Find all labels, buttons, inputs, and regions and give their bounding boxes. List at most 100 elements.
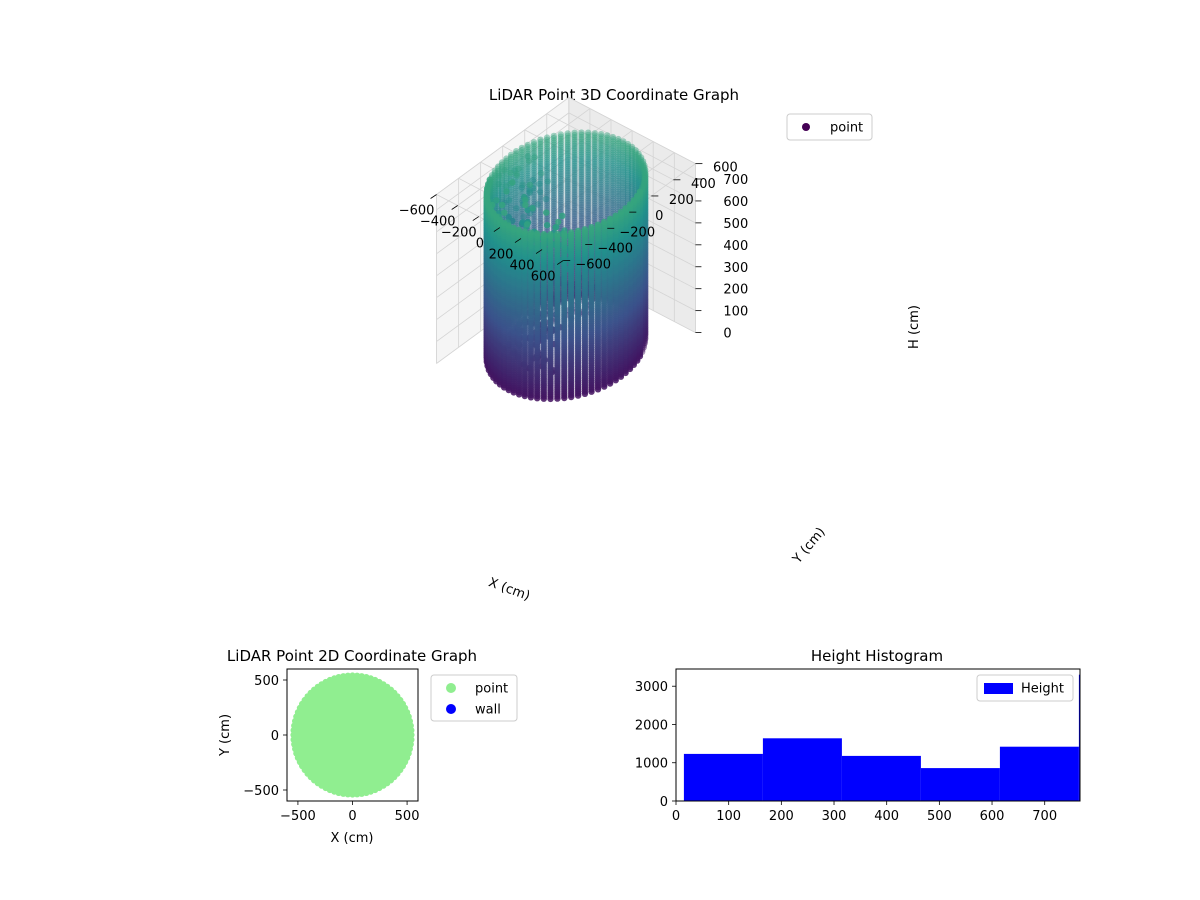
data-point-3d [604,193,611,201]
data-point-3d [571,160,578,167]
data-point-3d [624,162,632,170]
data-point-3d [597,188,605,195]
data-point-3d [550,202,558,210]
data-point-3d [578,173,585,180]
data-point-3d [591,182,598,190]
data-point-3d [604,200,611,207]
data-point-3d [543,200,551,207]
data-point-3d [628,185,636,192]
data-point-3d [591,191,598,198]
data-point-3d [609,195,617,202]
data-point-3d [615,151,622,158]
data-point-3d [591,189,598,196]
data-point-3d [609,177,617,185]
data-point-3d [609,197,617,204]
data-point-3d [609,171,617,178]
data-point-3d [557,199,564,206]
data-point-3d [557,194,564,202]
data-point-3d [597,196,605,204]
data-point-3d [609,166,617,174]
data-point-3d [537,136,544,143]
data-point-3d [578,171,585,178]
data-point-3d [615,192,622,200]
data-point-3d [550,176,558,183]
data-point-3d [620,199,627,207]
grid-line-y-floor [524,129,652,197]
data-point-3d [591,152,598,159]
data-point-3d [543,184,551,192]
data-point-3d [628,187,636,195]
data-point-3d [564,163,571,170]
data-point-3d [550,205,558,212]
data-point-3d [578,151,585,158]
data-point-3d [578,129,585,136]
data-point-3d [578,215,585,222]
data-point-3d [578,153,585,160]
data-point-3d [564,150,571,157]
data-point-3d [591,141,598,148]
data-point-3d [578,212,585,220]
data-point-3d [604,147,611,154]
data-point-3d [591,138,598,146]
data-point-3d [585,210,592,218]
data-point-3d [522,201,529,209]
data-point-3d [536,188,544,195]
data-point-3d [604,138,611,146]
data-point-3d [578,208,585,215]
data-point-3d [615,175,622,182]
data-point-3d [578,142,585,149]
data-point-3d [591,202,598,209]
data-point-3d [585,201,592,209]
data-point-3d [597,179,605,186]
data-point-3d [609,147,617,154]
data-point-3d [606,215,614,223]
data-point-3d [624,140,632,148]
data-point-3d [604,160,611,168]
data-point-3d [557,192,564,200]
data-point-3d [543,138,551,146]
data-point-3d [628,174,636,181]
data-point-3d [564,220,571,227]
data-point-3d [571,204,578,211]
data-point-3d [597,203,605,210]
data-point-3d [564,156,571,163]
data-point-3d [591,147,598,154]
data-point-3d [628,146,636,153]
data-point-3d [585,131,592,139]
data-point-3d [578,193,585,200]
data-point-3d [578,131,585,138]
data-point-3d [624,193,632,200]
data-point-3d [564,215,571,223]
data-point-3d [543,154,551,161]
data-point-3d [585,142,592,150]
data-point-3d [588,224,595,231]
data-point-3d [550,185,558,192]
data-point-3d [543,173,551,181]
data-point-3d [624,169,632,176]
data-point-3d [624,180,632,187]
data-point-3d [604,134,611,141]
data-point-3d [513,170,520,177]
data-point-3d [543,221,551,229]
data-point-3d [564,141,571,148]
data-point-3d [585,149,592,156]
data-point-3d [543,156,551,163]
data-point-3d [609,149,617,156]
data-point-3d [628,143,636,151]
data-point-3d [564,134,571,142]
data-point-3d [591,187,598,194]
data-point-3d [571,169,578,176]
data-point-3d [578,175,585,182]
data-point-3d [628,161,636,168]
data-point-3d [597,157,605,164]
data-point-3d [564,132,571,139]
data-point-3d [609,190,617,198]
data-point-3d [604,132,611,139]
data-point-3d [620,173,627,180]
data-point-3d [571,219,578,226]
data-point-3d [557,133,564,140]
data-point-3d [550,183,558,190]
data-point-3d [591,215,598,222]
data-point-3d [536,180,543,188]
data-point-3d [543,180,551,187]
